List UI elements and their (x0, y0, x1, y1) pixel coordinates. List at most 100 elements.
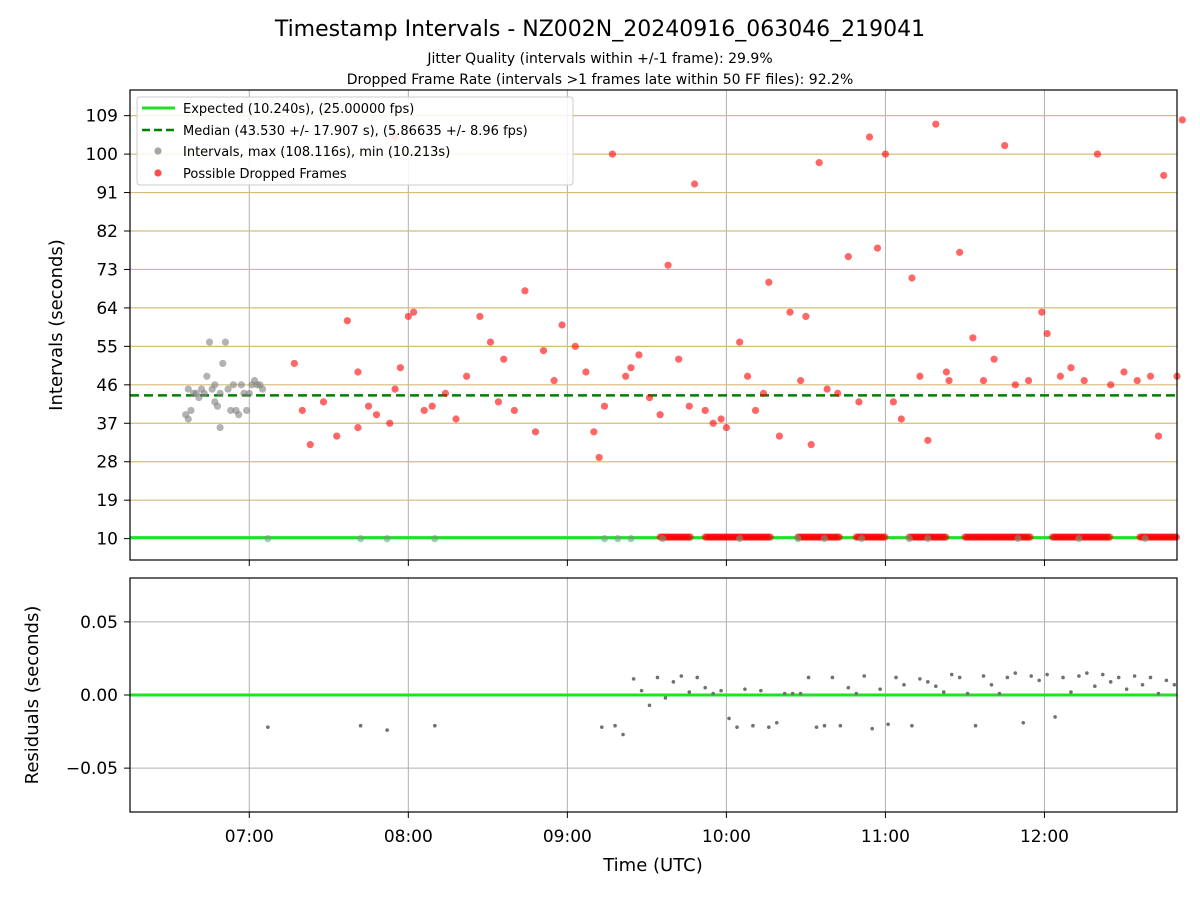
residual-point (1172, 682, 1177, 687)
x-tick-label: 09:00 (543, 827, 592, 847)
dropped-frame-point (835, 533, 843, 541)
near-expected-point (614, 535, 622, 543)
near-expected-point (736, 535, 744, 543)
residual-point (613, 723, 617, 728)
dropped-frame-point (1080, 376, 1088, 385)
x-tick-label: 07:00 (225, 827, 274, 847)
dropped-frame-point (701, 406, 709, 415)
residual-point (1140, 682, 1145, 687)
series-baseline (264, 535, 1149, 543)
dropped-frame-point (386, 419, 394, 427)
dropped-frame-point (690, 180, 699, 188)
residual-point (814, 725, 819, 729)
dropped-frame-point (1107, 381, 1115, 389)
dropped-frame-point (486, 338, 495, 346)
residual-point (655, 675, 660, 680)
dropped-frame-point (539, 347, 548, 355)
intervals-plot: 10 19 28 37 46 55 64 73 82 91 100 109 (86, 89, 1186, 566)
dropped-frame-point (396, 364, 404, 372)
dropped-frame-point (306, 441, 314, 449)
dropped-frame-point (627, 364, 635, 372)
plot-frame (129, 89, 1178, 561)
dropped-frame-point (1106, 533, 1114, 541)
legend-entry: Possible Dropped Frames (183, 167, 347, 182)
dropped-frame-point (736, 338, 744, 346)
dropped-frame-point (1056, 372, 1064, 380)
near-expected-point (600, 535, 609, 543)
near-expected-point (264, 535, 272, 543)
interval-point (240, 389, 248, 397)
residual-point (926, 680, 930, 684)
residuals-plot: 07:00 08:00 09:00 10:00 11:00 12:00 −0.05 0.00 0… (66, 577, 1178, 847)
residual-point (1037, 678, 1041, 683)
dropped-frame-point (942, 533, 950, 541)
series-residuals (266, 671, 1177, 737)
residual-point (949, 672, 954, 677)
dropped-frame-point (751, 406, 760, 415)
near-expected-point (1075, 535, 1083, 543)
dropped-frame-point (807, 441, 815, 449)
dropped-frame-point (686, 533, 694, 541)
y-tick-label: 82 (96, 222, 118, 242)
residual-point (774, 720, 779, 725)
near-expected-point (627, 535, 635, 543)
dropped-frame-point (354, 368, 362, 376)
plot-frame (129, 577, 1178, 813)
dropped-frame-point (1024, 376, 1033, 385)
dropped-frame-point (1001, 141, 1009, 150)
dropped-frames-band (656, 533, 1181, 541)
dropped-frame-point (622, 372, 630, 380)
interval-point (205, 338, 214, 346)
dropped-frame-point (1038, 308, 1046, 316)
y-tick-label: 37 (96, 414, 118, 434)
residual-point (973, 723, 978, 728)
dropped-frame-point (476, 312, 484, 321)
y-tick-label: 91 (96, 184, 118, 204)
near-expected-point (905, 535, 913, 543)
dropped-frame-point (333, 432, 341, 440)
dropped-frame-point (452, 415, 460, 423)
dropped-frame-point (600, 402, 609, 410)
residual-point (647, 703, 652, 708)
dropped-frame-point (608, 150, 617, 158)
y-tick-label: 0.00 (80, 686, 118, 706)
near-expected-point (431, 535, 439, 543)
residual-point (266, 725, 270, 729)
dropped-frame-point (354, 423, 362, 432)
dropped-frame-point (855, 398, 863, 406)
dropped-frame-point (990, 355, 998, 363)
residual-point (743, 687, 747, 691)
dropped-frame-point (410, 308, 418, 316)
residual-point (1085, 671, 1089, 675)
dropped-frame-point (645, 394, 654, 402)
series-points (182, 338, 267, 432)
residual-point (798, 691, 803, 696)
residual-point (862, 674, 867, 678)
near-expected-point (924, 535, 932, 543)
dropped-frame-point (865, 133, 874, 141)
interval-point (203, 372, 211, 380)
residual-point (910, 723, 914, 728)
residual-point (1116, 675, 1121, 680)
residual-point (1053, 715, 1057, 719)
interval-point (235, 411, 243, 419)
residual-point (1132, 674, 1137, 678)
residual-point (918, 677, 922, 681)
interval-point (258, 385, 267, 393)
x-axis-label: Time (UTC) (602, 855, 703, 876)
residual-point (1077, 674, 1081, 678)
near-expected-point (820, 535, 829, 543)
x-tick-label: 11:00 (861, 827, 910, 847)
residual-point (846, 685, 851, 690)
dropped-frame-point (1178, 116, 1186, 124)
dropped-frame-point (590, 428, 598, 436)
dropped-frame-point (1043, 329, 1051, 338)
dropped-frame-point (889, 398, 897, 406)
residual-point (1148, 675, 1153, 680)
dropped-frame-point (797, 376, 805, 385)
interval-point (227, 406, 235, 415)
residual-point (687, 690, 692, 694)
legend-swatch-intervals (154, 147, 162, 155)
dropped-frame-point (1160, 171, 1168, 180)
